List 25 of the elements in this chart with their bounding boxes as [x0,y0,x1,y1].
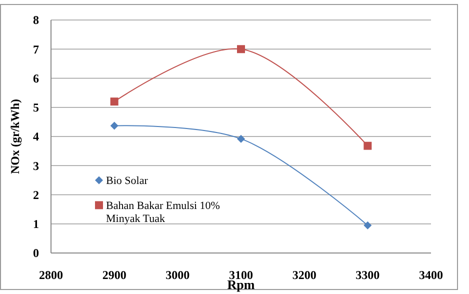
legend-label: Bahan Bakar Emulsi 10% Minyak Tuak [106,200,220,226]
x-tick-label: 3200 [292,268,316,282]
point [237,134,245,143]
legend-label: Bio Solar [106,175,148,188]
y-axis-title: NOx (gr/kWh) [8,98,22,174]
y-tick-label: 5 [33,100,39,115]
y-tick-label: 6 [33,71,39,86]
y-tick-label: 2 [33,188,39,202]
point [110,122,118,130]
point [364,142,372,150]
y-tick-label: 4 [33,130,39,144]
y-tick-label: 8 [33,13,39,28]
y-tick-label: 1 [33,217,39,232]
x-tick-label: 2900 [102,268,126,282]
x-tick-label: 3400 [419,268,443,282]
y-tick-label: 3 [33,158,39,173]
x-tick-label: 3100 [229,268,253,282]
point [237,45,245,54]
x-tick-label: 3000 [166,268,190,282]
x-tick-label: 3300 [356,268,380,282]
y-tick-label: 7 [33,42,39,56]
y-tick-label: 0 [33,246,39,260]
x-tick-label: 2800 [39,268,63,282]
point [364,221,372,230]
point [110,98,118,106]
